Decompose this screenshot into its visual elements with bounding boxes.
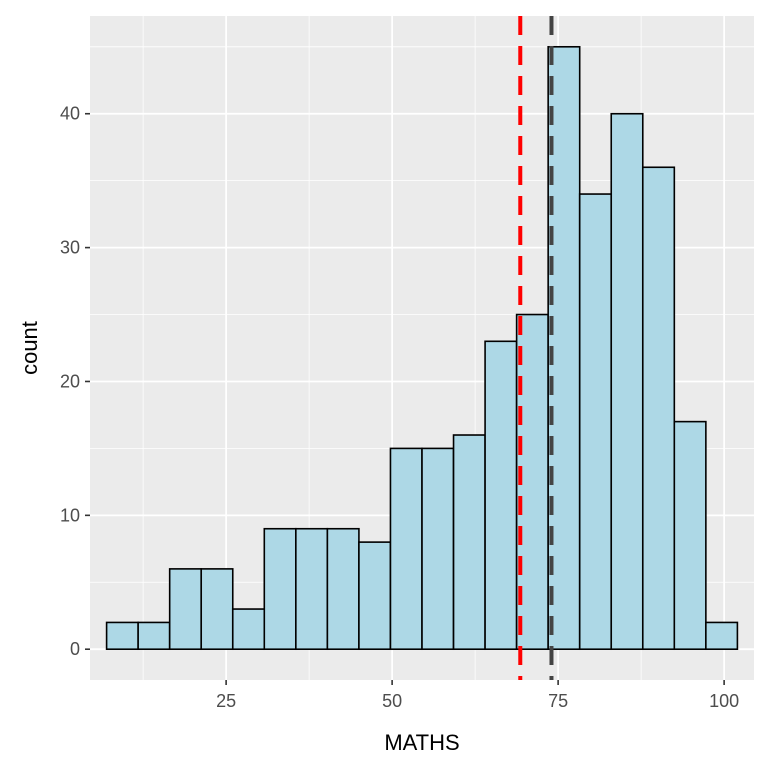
x-tick-label: 75 [548,691,568,711]
histogram-bar [705,621,739,651]
histogram-bar [610,112,644,651]
y-tick-label: 10 [60,505,80,525]
histogram-bar [389,447,423,651]
histogram-bar [641,166,676,651]
histogram-bar [200,568,234,651]
histogram-bar [578,193,613,651]
histogram-bar [421,447,455,651]
x-tick-label: 100 [709,691,739,711]
histogram-bar [295,527,329,651]
x-tick-label: 25 [216,691,236,711]
x-tick-label: 50 [382,691,402,711]
x-axis-title: MATHS [384,730,459,755]
histogram-bar [231,608,266,651]
histogram-bar [358,541,392,651]
y-tick-label: 0 [70,639,80,659]
y-tick-label: 30 [60,238,80,258]
histogram-bar [673,420,707,651]
histogram-bar [105,621,139,651]
axis-ticks [85,112,725,685]
histogram-bar [452,434,486,651]
histogram-bar [168,568,203,651]
histogram-bar [484,340,518,651]
y-tick-label: 20 [60,371,80,391]
histogram-bars [105,45,739,651]
y-tick-label: 40 [60,104,80,124]
y-axis-title: count [17,321,42,375]
histogram-bar [326,527,360,651]
histogram-bar [263,527,297,651]
tick-labels: 25 50 75 100 0 10 20 30 40 [60,104,739,711]
histogram-bar [137,621,171,651]
reference-lines [518,16,554,680]
